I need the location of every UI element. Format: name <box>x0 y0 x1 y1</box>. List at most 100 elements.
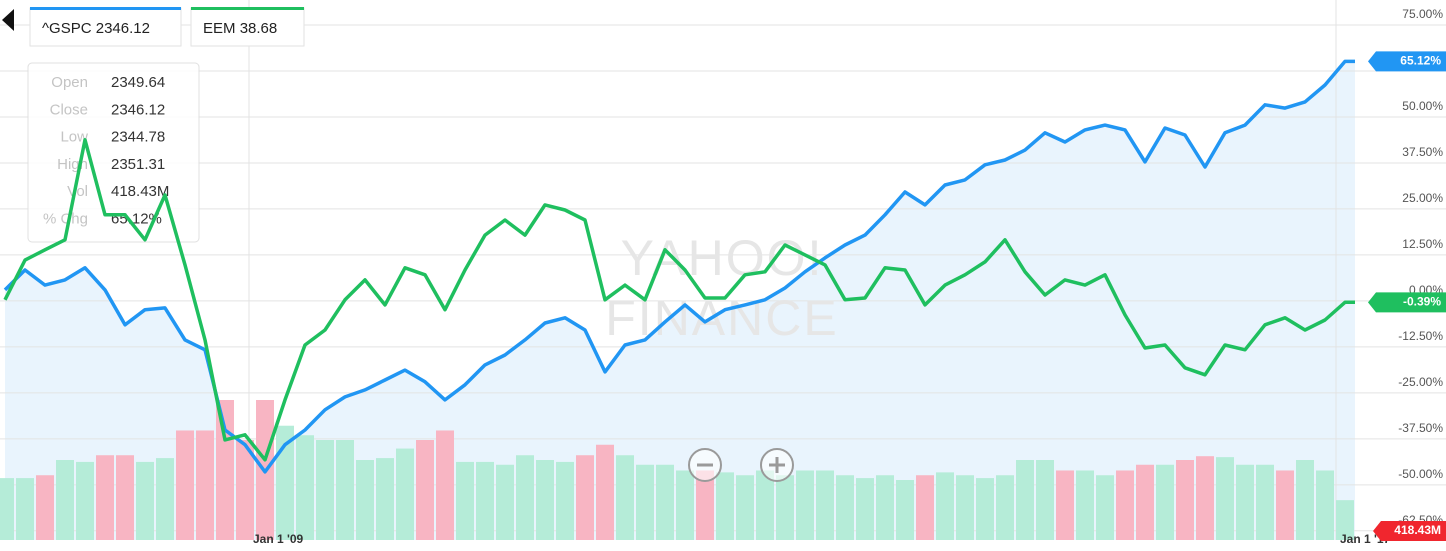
zoom-controls <box>688 448 794 482</box>
volume-end-label-bg <box>1373 521 1446 541</box>
legend-quote: 2346.12 <box>96 20 150 37</box>
volume-bar <box>736 475 754 540</box>
series-line <box>3 138 1355 462</box>
volume-bar <box>696 470 714 540</box>
volume-bar <box>176 430 194 540</box>
volume-bar <box>816 470 834 540</box>
volume-bar <box>476 461 494 540</box>
volume-bar <box>56 460 74 540</box>
volume-bar <box>496 464 514 540</box>
volume-bar <box>16 478 34 540</box>
tooltip-value: 2344.78 <box>111 129 165 146</box>
tooltip-value: 418.43M <box>111 183 169 200</box>
volume-bar <box>136 461 154 540</box>
back-arrow[interactable] <box>2 9 14 31</box>
volume-bar <box>1016 460 1034 540</box>
volume-bar <box>516 455 534 540</box>
volume-bar <box>1296 460 1314 540</box>
volume-bar <box>156 458 174 540</box>
y-tick-label: 37.50% <box>1402 145 1443 159</box>
volume-bar <box>436 430 454 540</box>
volume-bar <box>456 461 474 540</box>
volume-bar <box>1256 464 1274 540</box>
volume-bar <box>856 478 874 540</box>
legend-text: EEM 38.68 <box>203 20 277 37</box>
volume-bar <box>196 430 214 540</box>
volume-bar <box>116 455 134 540</box>
legend-item[interactable]: ^GSPC 2346.12 <box>29 7 182 47</box>
volume-bar <box>976 478 994 540</box>
y-tick-label: 75.00% <box>1402 7 1443 21</box>
volume-bar <box>276 425 294 540</box>
volume-bar <box>1236 464 1254 540</box>
volume-bar <box>656 464 674 540</box>
legend-quote: 38.68 <box>240 20 278 37</box>
volume-bar <box>76 461 94 540</box>
volume-bar <box>1136 464 1154 540</box>
legend-color <box>191 7 304 10</box>
volume-bar <box>636 464 654 540</box>
tooltip-value: 2351.31 <box>111 156 165 173</box>
volume-bar <box>596 444 614 540</box>
legend-name: ^GSPC <box>42 20 92 37</box>
volume-bar <box>796 470 814 540</box>
mid-layer: Open 2349.64 Close 2346.12 Low 2344.78 High 235… <box>27 62 200 243</box>
volume-bar <box>1096 475 1114 540</box>
volume-bar <box>716 472 734 540</box>
y-tick-label: -12.50% <box>1398 329 1443 343</box>
volume-bar <box>916 475 934 540</box>
volume-bar <box>216 400 234 540</box>
volume-bar <box>1316 470 1334 540</box>
volume-bar <box>1276 470 1294 540</box>
end-label-bg <box>1368 292 1446 313</box>
legend-color <box>30 7 181 10</box>
volume-bar <box>416 440 434 540</box>
x-tick-label: Jan 1 '09 <box>253 532 304 546</box>
legend-item[interactable]: EEM 38.68 <box>190 7 305 47</box>
volume-bar <box>1076 470 1094 540</box>
volume-bar <box>896 480 914 540</box>
volume-bar <box>616 455 634 540</box>
area <box>5 61 1355 541</box>
tooltip-label: Low <box>60 129 88 146</box>
end-label: -0.39% <box>1403 295 1441 309</box>
tooltip-value: 2349.64 <box>111 74 165 91</box>
volume-bar <box>836 475 854 540</box>
y-tick-label: -50.00% <box>1398 467 1443 481</box>
volume-bar <box>536 460 554 540</box>
volume-bar <box>756 470 774 540</box>
tooltip-label: Close <box>50 101 88 118</box>
y-tick-label: 12.50% <box>1402 237 1443 251</box>
volume-bar <box>0 478 14 540</box>
legend-box <box>29 7 182 47</box>
volume-bar <box>876 475 894 540</box>
tooltip-label: % Chg <box>43 210 88 227</box>
y-tick-label: 50.00% <box>1402 99 1443 113</box>
volume-bar <box>236 440 254 540</box>
legend-name: EEM <box>203 20 236 37</box>
tooltip-label: High <box>57 156 88 173</box>
tooltip-label: Open <box>51 74 88 91</box>
volume-bar <box>996 475 1014 540</box>
volume-bar <box>356 460 374 540</box>
volume-bar <box>396 448 414 540</box>
watermark: YAHOO! <box>621 230 824 286</box>
volume-bar <box>316 440 334 540</box>
volume-bar <box>376 458 394 540</box>
volume-bar <box>36 475 54 540</box>
y-tick-label: -37.50% <box>1398 421 1443 435</box>
volume-bar <box>936 472 954 540</box>
volume-bar <box>336 440 354 540</box>
volume-bar <box>96 455 114 540</box>
volume-bar <box>1336 500 1354 540</box>
volume-end-label: 418.43M <box>1394 523 1441 537</box>
volume-bar <box>776 475 794 540</box>
volume-bar <box>1196 456 1214 540</box>
series-line <box>3 59 1355 474</box>
volume-bar <box>1176 460 1194 540</box>
volume-bar <box>296 435 314 540</box>
tooltip-box <box>27 62 200 243</box>
